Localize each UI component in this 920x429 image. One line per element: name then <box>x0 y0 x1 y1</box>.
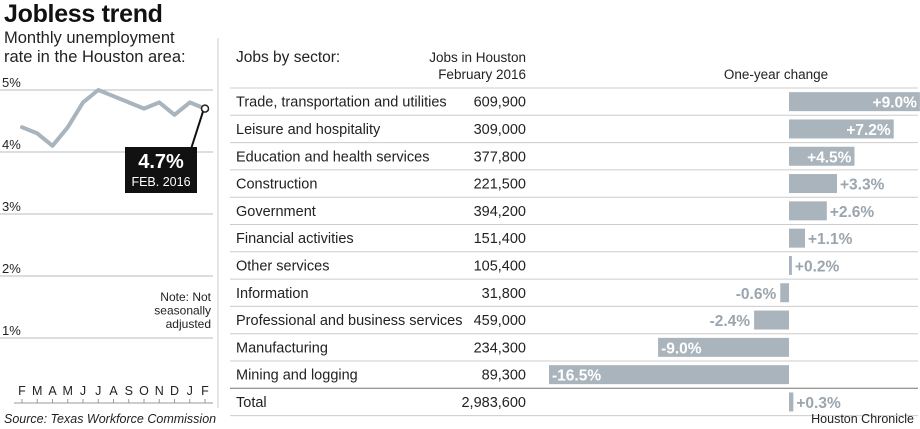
change-bar <box>789 392 794 412</box>
y-tick-label: 5% <box>2 75 21 90</box>
note-line: Note: Not <box>160 290 211 304</box>
x-tick-label: A <box>48 384 57 398</box>
callout-date: FEB. 2016 <box>131 175 190 189</box>
latest-point-marker <box>200 104 210 113</box>
jobs-header-line-1: Jobs in Houston <box>429 50 526 65</box>
y-tick-label: 3% <box>2 199 21 214</box>
x-tick-label: J <box>187 384 193 398</box>
chart-subtitle-line-1: Monthly unemployment <box>4 29 175 47</box>
unemployment-line <box>20 88 207 148</box>
change-bar <box>789 119 894 139</box>
jobs-value: 2,983,600 <box>461 395 526 411</box>
change-bar <box>754 310 789 330</box>
jobs-value: 105,400 <box>474 258 526 274</box>
jobs-value: 394,200 <box>474 204 526 220</box>
change-label: +1.1% <box>808 231 853 248</box>
change-label: +9.0% <box>873 95 918 112</box>
change-bar <box>789 255 792 275</box>
change-label: -9.0% <box>661 340 702 357</box>
jobs-value: 151,400 <box>474 231 526 247</box>
callout-pointer <box>190 111 204 150</box>
note-line: seasonally <box>154 304 211 318</box>
jobs-value: 377,800 <box>474 149 526 165</box>
jobs-value: 309,000 <box>474 122 526 138</box>
sector-label: Information <box>236 286 309 302</box>
sector-label: Government <box>236 204 316 220</box>
source-note: Source: Texas Workforce Commission <box>4 412 217 426</box>
x-tick-label: F <box>201 384 209 398</box>
jobs-header-line-2: February 2016 <box>438 67 526 82</box>
change-label: +0.3% <box>796 395 841 412</box>
x-tick-label: D <box>170 384 179 398</box>
sector-label: Other services <box>236 258 329 274</box>
sector-label: Education and health services <box>236 149 429 165</box>
chart-title: Jobless trend <box>4 0 163 28</box>
callout-box <box>125 147 197 193</box>
x-tick-label: M <box>32 384 42 398</box>
x-tick-label: O <box>139 384 149 398</box>
change-bar <box>789 92 920 112</box>
sector-label: Mining and logging <box>236 368 358 384</box>
change-label: +2.6% <box>830 204 875 221</box>
sector-label: Leisure and hospitality <box>236 122 381 138</box>
sector-label: Construction <box>236 177 317 193</box>
change-label: +0.2% <box>795 258 840 275</box>
sector-label: Total <box>236 395 267 411</box>
y-tick-label: 1% <box>2 323 21 338</box>
x-tick-label: S <box>125 384 133 398</box>
x-tick-label: N <box>155 384 164 398</box>
note-line: adjusted <box>166 317 211 331</box>
x-tick-label: J <box>80 384 86 398</box>
jobs-value: 221,500 <box>474 177 526 193</box>
y-tick-label: 2% <box>2 261 21 276</box>
change-label: +7.2% <box>846 122 891 139</box>
chart-subtitle-line-2: rate in the Houston area: <box>4 48 186 66</box>
x-tick-label: M <box>63 384 73 398</box>
change-bar <box>789 146 855 166</box>
change-label: -2.4% <box>710 313 751 330</box>
change-bar <box>789 201 827 221</box>
x-tick-label: A <box>109 384 118 398</box>
change-bar <box>789 174 837 194</box>
sector-header: Jobs by sector: <box>236 49 340 66</box>
change-bar <box>549 365 789 385</box>
change-label: -0.6% <box>736 286 777 303</box>
jobs-value: 609,900 <box>474 95 526 111</box>
x-tick-label: J <box>95 384 101 398</box>
change-header: One-year change <box>724 67 828 82</box>
change-label: -16.5% <box>552 368 601 385</box>
jobs-value: 234,300 <box>474 340 526 356</box>
jobs-value: 89,300 <box>482 368 526 384</box>
jobs-value: 459,000 <box>474 313 526 329</box>
y-tick-label: 4% <box>2 137 21 152</box>
change-label: +4.5% <box>807 149 852 166</box>
change-bar <box>789 228 805 248</box>
jobs-value: 31,800 <box>482 286 526 302</box>
change-bar <box>658 337 789 357</box>
sector-label: Trade, transportation and utilities <box>236 95 447 111</box>
change-label: +3.3% <box>840 177 885 194</box>
sector-label: Manufacturing <box>236 340 328 356</box>
credit-note: Houston Chronicle <box>811 412 914 426</box>
x-tick-label: F <box>18 384 26 398</box>
unemployment-line-chart: 5%4%3%2%1%F M A M J J A S O N D J F4.7%FEB. 2016Note… <box>0 75 213 404</box>
callout-value: 4.7% <box>138 151 184 173</box>
change-bar <box>780 283 789 303</box>
sector-label: Professional and business services <box>236 313 462 329</box>
sector-label: Financial activities <box>236 231 354 247</box>
